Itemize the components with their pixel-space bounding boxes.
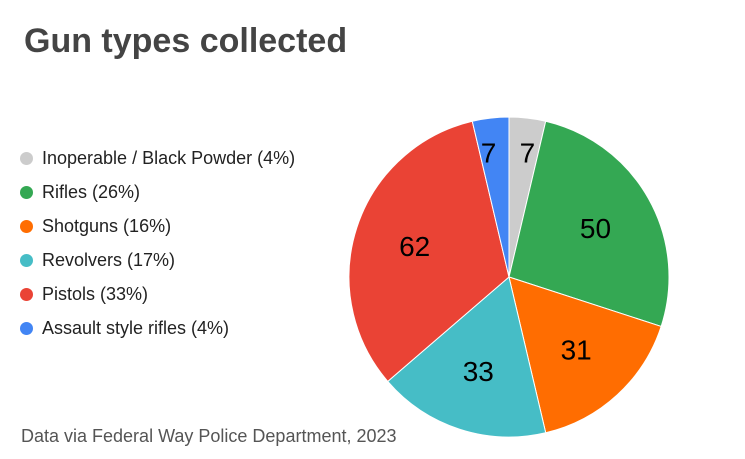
legend-swatch-inoperable [20,151,33,165]
slice-label-pistols: 62 [399,231,430,262]
legend-swatch-assault-rifles [20,321,33,335]
slice-label-inoperable: 7 [520,138,536,169]
legend-swatch-revolvers [20,253,33,267]
legend-label-inoperable: Inoperable / Black Powder (4%) [42,147,296,168]
slice-label-rifles: 50 [580,213,611,244]
legend-item-pistols: Pistols (33%) [20,277,295,311]
pie-slice-revolvers [387,276,547,438]
legend-item-inoperable: Inoperable / Black Powder (4%) [20,141,295,175]
pie-slice-shotguns [508,276,662,434]
pie-slice-inoperable [508,116,547,278]
slice-label-revolvers: 33 [463,356,494,387]
legend-item-shotguns: Shotguns (16%) [20,209,295,243]
pie-slice-assault-rifles [471,116,510,278]
legend-swatch-shotguns [20,219,33,233]
source-note: Data via Federal Way Police Department, … [21,426,397,446]
pie-slice-pistols [348,120,510,383]
legend-swatch-rifles [20,185,33,199]
legend-label-assault-rifles: Assault style rifles (4%) [42,317,230,338]
legend-item-assault-rifles: Assault style rifles (4%) [20,311,295,345]
legend-label-pistols: Pistols (33%) [42,283,149,304]
slice-label-assault-rifles: 7 [481,138,497,169]
chart-title: Gun types collected [24,22,348,60]
chart-legend: Inoperable / Black Powder (4%) Rifles (2… [20,141,295,345]
legend-item-revolvers: Revolvers (17%) [20,243,295,277]
pie-slice-rifles [508,120,670,328]
legend-label-shotguns: Shotguns (16%) [42,215,172,236]
legend-swatch-pistols [20,287,33,301]
slice-label-shotguns: 31 [561,335,592,366]
legend-label-rifles: Rifles (26%) [42,181,141,202]
legend-label-revolvers: Revolvers (17%) [42,249,176,270]
legend-item-rifles: Rifles (26%) [20,175,295,209]
